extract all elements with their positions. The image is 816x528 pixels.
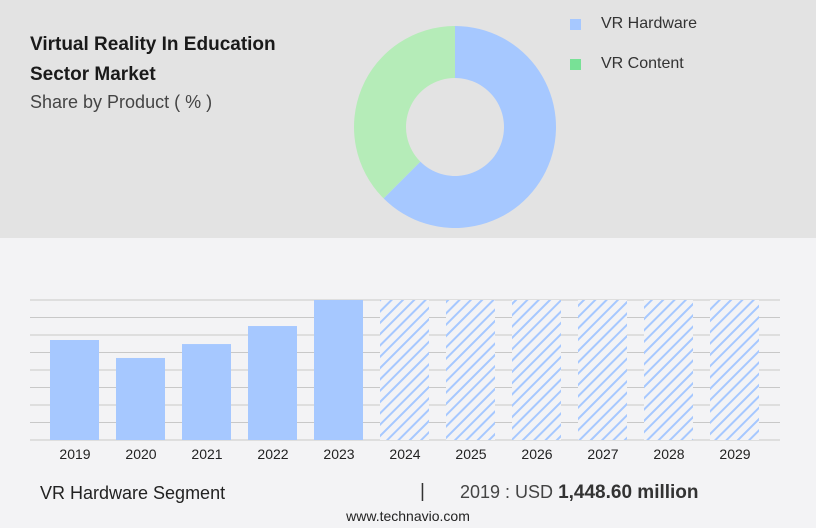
- legend-swatch: [570, 18, 581, 30]
- x-tick-label: 2024: [389, 446, 421, 462]
- legend-item-content: VR Content: [570, 55, 684, 73]
- source-link[interactable]: www.technavio.com: [346, 508, 470, 524]
- year-label: 2019 : USD: [460, 482, 559, 502]
- legend-swatch: [570, 58, 581, 70]
- x-tick-label: 2028: [653, 446, 685, 462]
- bar-2022: [248, 326, 297, 440]
- bar-2020: [116, 357, 165, 440]
- forecast-bar-2027: [578, 300, 627, 440]
- x-tick-label: 2027: [587, 446, 619, 462]
- x-tick-label: 2022: [257, 446, 289, 462]
- legend-label: VR Content: [601, 55, 684, 72]
- value-amount: 1,448.60 million: [558, 482, 699, 503]
- segment-value: 2019 : USD 1,448.60 million: [460, 482, 699, 504]
- bar-2019: [50, 339, 99, 440]
- forecast-bar-2026: [512, 300, 561, 440]
- forecast-bar-2029: [710, 300, 759, 440]
- segment-label: VR Hardware Segment: [40, 483, 226, 503]
- x-tick-label: 2026: [521, 446, 553, 462]
- donut-slice-vr-content: [353, 26, 455, 199]
- x-tick-label: 2020: [125, 446, 157, 462]
- bar-2023: [314, 300, 363, 440]
- bar-2021: [182, 344, 231, 440]
- x-tick-label: 2023: [323, 446, 355, 462]
- x-tick-label: 2029: [719, 446, 751, 462]
- forecast-bar-2025: [446, 300, 495, 440]
- x-tick-label: 2021: [191, 446, 223, 462]
- forecast-bar-2024: [380, 300, 429, 440]
- chart-title: Virtual Reality In Education Sector Mark…: [30, 34, 276, 85]
- chart-subtitle: Share by Product ( % ): [30, 92, 213, 112]
- legend-label: VR Hardware: [601, 15, 698, 32]
- x-tick-label: 2019: [59, 446, 91, 462]
- forecast-bar-2028: [644, 300, 693, 440]
- legend-item-hardware: VR Hardware: [570, 15, 697, 33]
- separator: |: [420, 481, 425, 502]
- x-tick-label: 2025: [455, 446, 487, 462]
- donut-slice-vr-hardware: [383, 26, 556, 228]
